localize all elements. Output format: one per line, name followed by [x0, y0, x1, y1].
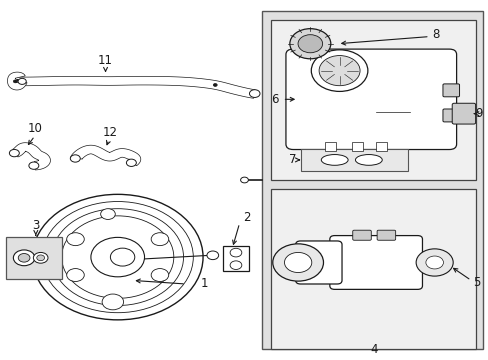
Circle shape: [284, 252, 311, 273]
Circle shape: [240, 177, 248, 183]
Text: 11: 11: [98, 54, 113, 67]
Bar: [271, 21, 475, 180]
Text: 10: 10: [27, 122, 42, 135]
Circle shape: [13, 80, 17, 83]
Circle shape: [415, 249, 452, 276]
Bar: [271, 189, 475, 348]
Circle shape: [66, 269, 84, 282]
Polygon shape: [7, 72, 27, 90]
Circle shape: [33, 252, 48, 263]
FancyBboxPatch shape: [376, 230, 395, 240]
Circle shape: [311, 50, 367, 91]
Circle shape: [32, 194, 203, 320]
Circle shape: [206, 251, 218, 260]
Bar: [375, 142, 386, 151]
Text: 8: 8: [431, 28, 439, 41]
Circle shape: [151, 269, 168, 282]
Text: 3: 3: [32, 219, 40, 232]
Bar: [222, 246, 249, 271]
Ellipse shape: [355, 154, 382, 165]
Circle shape: [102, 294, 123, 310]
Circle shape: [297, 35, 322, 53]
Ellipse shape: [321, 154, 347, 165]
Circle shape: [91, 237, 144, 277]
Bar: [300, 149, 407, 171]
Polygon shape: [13, 143, 50, 170]
Circle shape: [101, 209, 115, 220]
Circle shape: [272, 244, 323, 281]
Circle shape: [70, 155, 80, 162]
Circle shape: [18, 78, 26, 84]
Text: 1: 1: [200, 278, 208, 291]
Circle shape: [319, 55, 359, 86]
Circle shape: [151, 233, 168, 246]
Text: 2: 2: [243, 211, 250, 224]
Bar: [261, 12, 483, 348]
Circle shape: [37, 255, 44, 261]
Text: 7: 7: [288, 153, 296, 166]
Bar: [5, 237, 61, 279]
Circle shape: [126, 159, 136, 166]
Circle shape: [213, 84, 217, 86]
Text: 9: 9: [475, 107, 482, 120]
Circle shape: [230, 248, 242, 257]
Circle shape: [110, 248, 135, 266]
Text: 5: 5: [472, 276, 479, 289]
Circle shape: [66, 233, 84, 246]
Circle shape: [29, 162, 39, 169]
FancyBboxPatch shape: [442, 84, 459, 97]
FancyBboxPatch shape: [295, 241, 341, 284]
Bar: [351, 142, 362, 151]
Bar: [325, 142, 335, 151]
Circle shape: [13, 250, 35, 266]
Circle shape: [249, 90, 260, 98]
Circle shape: [425, 256, 443, 269]
FancyBboxPatch shape: [451, 103, 475, 124]
Circle shape: [289, 29, 330, 59]
Circle shape: [9, 149, 20, 157]
Circle shape: [18, 253, 30, 262]
FancyBboxPatch shape: [442, 109, 459, 122]
Text: 6: 6: [270, 93, 278, 106]
FancyBboxPatch shape: [329, 235, 422, 289]
Text: 12: 12: [102, 126, 118, 139]
FancyBboxPatch shape: [352, 230, 370, 240]
Polygon shape: [15, 76, 254, 98]
Circle shape: [230, 261, 242, 270]
FancyBboxPatch shape: [285, 49, 456, 149]
Polygon shape: [70, 145, 141, 166]
Text: 4: 4: [369, 343, 377, 356]
